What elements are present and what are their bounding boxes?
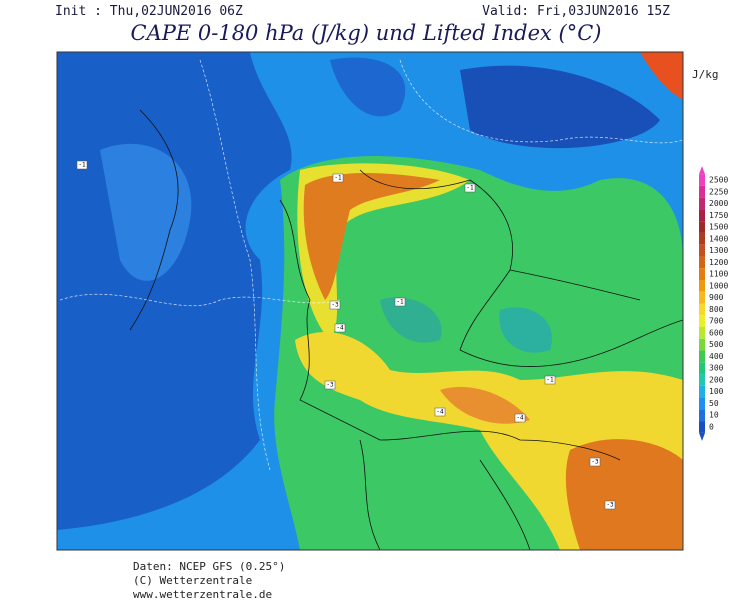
colorbar-label: 200 — [709, 375, 724, 384]
colorbar-label: 600 — [709, 328, 724, 337]
colorbar-swatch — [699, 221, 705, 233]
colorbar-label: 2250 — [709, 187, 728, 196]
colorbar-swatch — [699, 174, 705, 186]
colorbar-swatch — [699, 291, 705, 304]
colorbar-arrow — [699, 166, 705, 175]
colorbar-swatch — [699, 374, 705, 386]
colorbar-label: 1200 — [709, 258, 728, 267]
lifted-index-label: -1 — [396, 299, 404, 306]
colorbar-label: 700 — [709, 317, 724, 326]
colorbar-swatch — [699, 385, 705, 398]
footer-line: (C) Wetterzentrale — [133, 574, 252, 587]
init-time: Init : Thu,02JUN2016 06Z — [55, 4, 243, 19]
lifted-index-label: -1 — [78, 162, 86, 169]
colorbar-label: 0 — [709, 423, 714, 432]
colorbar-swatch — [699, 397, 705, 410]
colorbar-label: 300 — [709, 364, 724, 373]
lifted-index-box — [434, 407, 446, 417]
lifted-index-label: -3 — [326, 382, 334, 389]
footer-line: www.wetterzentrale.de — [133, 588, 272, 601]
colorbar-swatch — [699, 315, 705, 328]
colorbar-label: 1000 — [709, 281, 728, 290]
colorbar-swatch — [699, 279, 705, 292]
colorbar-label: 2000 — [709, 199, 728, 208]
colorbar-label: 400 — [709, 352, 724, 361]
lifted-index-box — [329, 300, 341, 310]
map-title: CAPE 0-180 hPa (J/kg) und Lifted Index (… — [131, 21, 602, 45]
lifted-index-label: -3 — [606, 502, 614, 509]
colorbar-label: 2500 — [709, 176, 728, 185]
colorbar-swatch — [699, 338, 705, 351]
colorbar-unit: J/kg — [692, 68, 719, 81]
colorbar-label: 1300 — [709, 246, 728, 255]
colorbar-swatch — [699, 232, 705, 245]
footer-line: Daten: NCEP GFS (0.25°) — [133, 560, 285, 573]
colorbar-swatch — [699, 362, 705, 375]
colorbar-swatch — [699, 209, 705, 222]
lifted-index-label: -1 — [334, 175, 342, 182]
colorbar-swatch — [699, 303, 705, 316]
lifted-index-label: -3 — [331, 302, 339, 309]
colorbar: 2500225020001750150014001300120011001000… — [699, 166, 728, 441]
colorbar-label: 1500 — [709, 223, 728, 232]
valid-time: Valid: Fri,03JUN2016 15Z — [482, 4, 670, 19]
colorbar-swatch — [699, 350, 705, 363]
colorbar-label: 500 — [709, 340, 724, 349]
lifted-index-box — [544, 375, 556, 385]
lifted-index-box — [332, 173, 344, 183]
colorbar-label: 50 — [709, 399, 719, 408]
colorbar-swatch — [699, 185, 705, 198]
lifted-index-box — [334, 323, 346, 333]
lifted-index-label: -1 — [466, 185, 474, 192]
colorbar-label: 800 — [709, 305, 724, 314]
colorbar-arrow — [699, 432, 705, 441]
colorbar-swatch — [699, 256, 705, 269]
colorbar-swatch — [699, 421, 705, 433]
colorbar-swatch — [699, 409, 705, 422]
lifted-index-box — [464, 183, 476, 193]
lifted-index-label: -1 — [546, 377, 554, 384]
colorbar-label: 900 — [709, 293, 724, 302]
colorbar-label: 1100 — [709, 270, 728, 279]
lifted-index-box — [514, 413, 526, 423]
lifted-index-box — [76, 160, 88, 170]
lifted-index-box — [394, 297, 406, 307]
lifted-index-box — [324, 380, 336, 390]
map: -1 -3 -4 -3 -4 -4 -3 -1 -1 -3 -1 -1 — [56, 51, 684, 551]
colorbar-swatch — [699, 197, 705, 210]
colorbar-label: 10 — [709, 411, 719, 420]
lifted-index-box — [604, 500, 616, 510]
lifted-index-label: -3 — [591, 459, 599, 466]
lifted-index-box — [589, 457, 601, 467]
colorbar-swatch — [699, 268, 705, 280]
lifted-index-label: -4 — [336, 325, 344, 332]
colorbar-label: 1400 — [709, 234, 728, 243]
lifted-index-label: -4 — [436, 409, 444, 416]
lifted-index-label: -4 — [516, 415, 524, 422]
colorbar-label: 1750 — [709, 211, 728, 220]
colorbar-swatch — [699, 244, 705, 257]
colorbar-swatch — [699, 327, 705, 339]
colorbar-label: 100 — [709, 387, 724, 396]
